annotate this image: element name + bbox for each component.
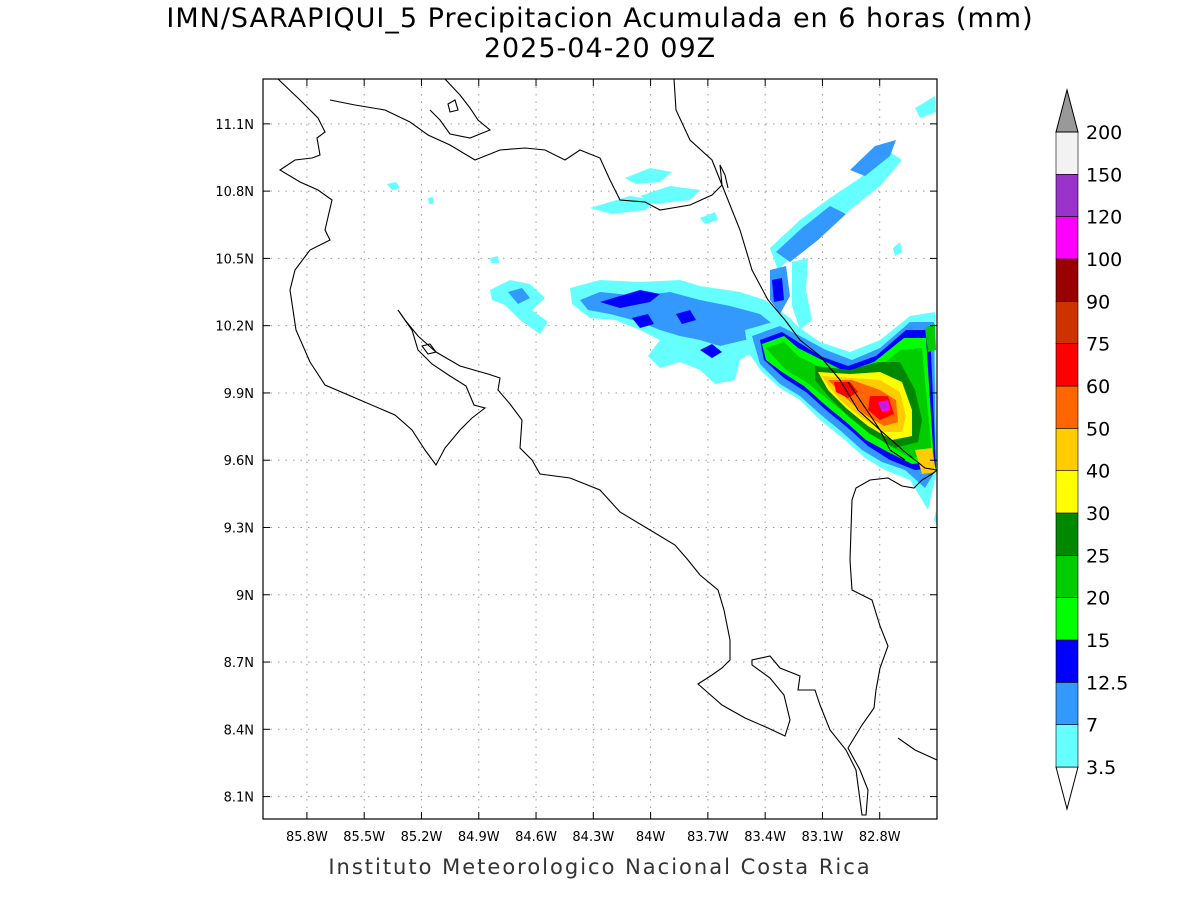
pacific-coastline xyxy=(897,737,937,761)
island xyxy=(421,343,437,355)
precip-cell xyxy=(893,242,902,256)
colorbar-label: 20 xyxy=(1086,588,1110,610)
map-title: IMN/SARAPIQUI_5 Precipitacion Acumulada … xyxy=(166,3,1034,34)
lat-tick-label: 8.1N xyxy=(224,791,254,806)
colorbar-label: 12.5 xyxy=(1086,672,1128,694)
precip-cell xyxy=(387,182,400,190)
nicaragua-lake-shore xyxy=(429,79,492,139)
map-frame xyxy=(262,78,938,820)
lat-tick-label: 9.6N xyxy=(224,454,254,469)
pacific-coastline xyxy=(277,79,937,816)
map-ticks: 85.8W 85.5W 85.2W 84.9W 84.6W 84.3W 84W 83.7W 83… xyxy=(215,79,937,845)
colorbar-swatch xyxy=(1055,301,1079,344)
panama-border xyxy=(847,381,906,461)
lat-tick-label: 8.7N xyxy=(224,656,254,671)
lon-tick-label: 85.8W xyxy=(286,830,328,845)
colorbar-swatch xyxy=(1055,682,1079,725)
precip-cell xyxy=(600,290,660,308)
precip-cell xyxy=(915,448,936,474)
precip-cell xyxy=(490,280,548,334)
colorbar-swatch xyxy=(1055,258,1079,302)
lat-tick-label: 9N xyxy=(236,589,254,604)
colorbar-label: 150 xyxy=(1086,164,1122,186)
precipitation-field xyxy=(387,96,937,525)
lon-tick-label: 84.6W xyxy=(515,830,557,845)
island xyxy=(447,99,459,113)
lon-tick-label: 83.1W xyxy=(802,830,844,845)
colorbar-label: 100 xyxy=(1086,249,1122,271)
lat-tick-label: 10.5N xyxy=(215,252,254,267)
lon-tick-label: 83.7W xyxy=(687,830,729,845)
colorbar-swatch xyxy=(1055,343,1079,387)
lat-tick-label: 11.1N xyxy=(215,118,254,133)
precip-cell xyxy=(590,196,655,214)
colorbar-swatch xyxy=(1055,470,1079,514)
colorbar-swatch xyxy=(1055,555,1079,598)
coastlines xyxy=(277,79,937,816)
precip-cell xyxy=(490,256,499,263)
colorbar-label: 90 xyxy=(1086,291,1110,313)
lat-tick-label: 8.4N xyxy=(224,723,254,738)
colorbar-label: 15 xyxy=(1086,630,1110,652)
lon-tick-label: 84.3W xyxy=(572,830,614,845)
colorbar-swatch xyxy=(1055,639,1079,683)
colorbar: 3.5 7 12.5 15 20 25 30 40 50 60 75 90 100 120 150 200 xyxy=(1055,88,1128,811)
map-datetime: 2025-04-20 09Z xyxy=(483,33,717,64)
colorbar-swatch xyxy=(1055,512,1079,556)
colorbar-swatch xyxy=(1055,385,1079,429)
colorbar-label: 3.5 xyxy=(1086,757,1116,779)
precip-cell xyxy=(632,314,654,328)
colorbar-label: 120 xyxy=(1086,207,1122,229)
precip-cell xyxy=(640,186,700,204)
colorbar-label: 75 xyxy=(1086,334,1110,356)
colorbar-swatch xyxy=(1055,174,1079,217)
precip-cell xyxy=(772,278,784,302)
precip-cell xyxy=(428,197,433,204)
colorbar-swatch xyxy=(1055,724,1079,768)
lat-tick-label: 9.9N xyxy=(224,387,254,402)
colorbar-upper-arrow xyxy=(1055,88,1079,133)
colorbar-swatch xyxy=(1055,597,1079,641)
colorbar-swatch xyxy=(1055,131,1079,175)
lat-tick-label: 10.2N xyxy=(215,320,254,335)
lon-tick-label: 85.2W xyxy=(401,830,443,845)
colorbar-swatch xyxy=(1055,216,1079,260)
lon-tick-label: 82.8W xyxy=(859,830,901,845)
colorbar-label: 200 xyxy=(1086,122,1122,144)
nicaragua-border xyxy=(329,99,729,211)
precip-cell xyxy=(676,310,696,324)
lon-tick-label: 84.9W xyxy=(458,830,500,845)
colorbar-label: 30 xyxy=(1086,503,1110,525)
lat-tick-label: 9.3N xyxy=(224,521,254,536)
lon-tick-label: 85.5W xyxy=(343,830,385,845)
lon-tick-label: 84W xyxy=(636,830,666,845)
colorbar-label: 50 xyxy=(1086,418,1110,440)
lon-tick-label: 83.4W xyxy=(744,830,786,845)
precip-cell xyxy=(700,212,718,224)
colorbar-label: 60 xyxy=(1086,376,1110,398)
map-grid xyxy=(263,79,937,819)
caribbean-coastline xyxy=(673,79,937,471)
precip-cell xyxy=(776,206,846,262)
precip-cell xyxy=(925,324,936,352)
credit-line: Instituto Meteorologico Nacional Costa R… xyxy=(328,855,872,879)
precip-cell xyxy=(934,510,937,525)
precip-cell xyxy=(792,258,812,330)
precip-cell xyxy=(915,96,936,118)
precip-cell xyxy=(625,168,672,184)
precip-cell xyxy=(880,403,887,409)
lat-tick-label: 10.8N xyxy=(215,185,254,200)
precip-cell xyxy=(700,344,722,358)
colorbar-swatch xyxy=(1055,428,1079,471)
colorbar-label: 7 xyxy=(1086,715,1098,737)
colorbar-lower-arrow xyxy=(1055,766,1079,811)
precip-cell xyxy=(508,288,530,304)
colorbar-label: 40 xyxy=(1086,461,1110,483)
precip-cell xyxy=(850,140,896,176)
colorbar-label: 25 xyxy=(1086,545,1110,567)
